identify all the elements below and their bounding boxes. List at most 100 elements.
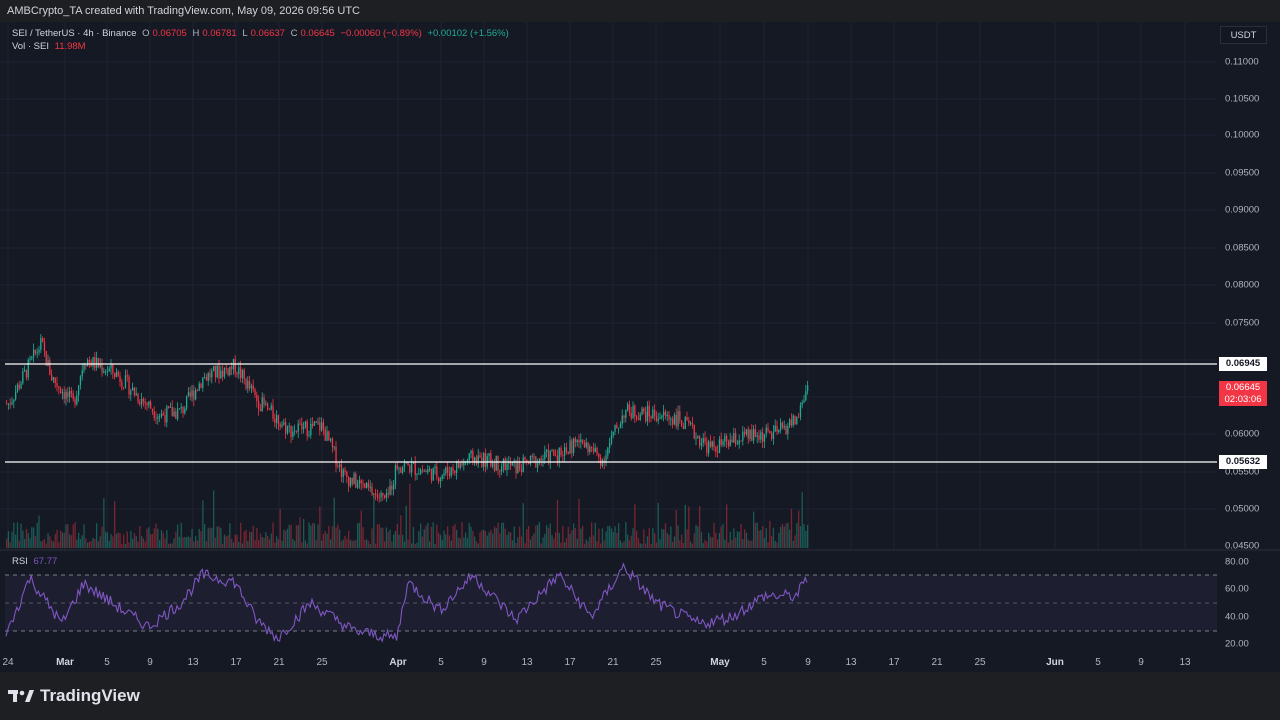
volume-bar	[25, 529, 28, 548]
volume-bar	[337, 524, 339, 548]
volume-bar	[454, 524, 456, 548]
candle-body	[754, 429, 757, 437]
candle-body	[517, 461, 519, 474]
volume-bar	[583, 543, 586, 548]
candle-body	[475, 457, 478, 465]
attribution-bar: AMBCrypto_TA created with TradingView.co…	[0, 0, 1280, 22]
candle-body	[515, 460, 517, 474]
volume-bar	[207, 528, 209, 548]
chart-area[interactable]: SEI / TetherUS · 4h · Binance O 0.06705 H…	[0, 22, 1280, 672]
candle-body	[33, 349, 35, 357]
volume-bar	[119, 533, 121, 548]
resistance-level-badge[interactable]: 0.06945	[1219, 357, 1267, 371]
candle-body	[668, 414, 670, 420]
candle-body	[486, 456, 488, 467]
volume-bar	[11, 531, 13, 548]
candle-body	[726, 435, 728, 442]
volume-bar	[231, 539, 233, 548]
candle-body	[693, 425, 695, 439]
volume-bar	[139, 526, 141, 548]
candle-body	[621, 415, 623, 425]
volume-bar	[754, 522, 757, 548]
volume-bar	[245, 529, 247, 548]
candle-body	[133, 387, 136, 396]
symbol-label[interactable]: SEI / TetherUS · 4h · Binance	[12, 28, 137, 39]
candle-body	[585, 442, 587, 448]
candle-body	[375, 493, 377, 495]
candle-body	[690, 423, 692, 424]
volume-bar	[542, 537, 544, 548]
volume-bar	[486, 535, 488, 548]
volume-bar	[544, 533, 546, 548]
candle-body	[358, 480, 361, 484]
volume-bar	[722, 523, 724, 548]
candle-body	[236, 372, 238, 375]
candle-body	[117, 371, 119, 376]
volume-bar	[522, 503, 524, 548]
candles	[6, 334, 809, 503]
candle-body	[153, 411, 155, 419]
candle-body	[646, 405, 649, 422]
volume-bar	[632, 528, 634, 548]
volume-bar	[724, 539, 726, 548]
candle-body	[67, 391, 69, 397]
volume-bar	[322, 533, 325, 548]
candle-body	[558, 447, 560, 462]
candle-body	[763, 434, 766, 442]
candle-body	[774, 425, 776, 432]
candle-body	[387, 493, 389, 495]
currency-button[interactable]: USDT	[1220, 26, 1267, 44]
candle-body	[162, 413, 164, 416]
volume-bar	[508, 531, 510, 548]
candle-body	[132, 387, 134, 391]
candle-body	[92, 357, 94, 367]
candle-body	[105, 371, 107, 373]
footer: TradingView	[0, 672, 1280, 720]
candle-body	[270, 405, 272, 410]
candle-body	[150, 401, 152, 409]
candle-body	[522, 457, 524, 472]
volume-bar	[141, 536, 143, 548]
candle-body	[655, 416, 658, 421]
candle-body	[209, 373, 211, 378]
volume-bar	[641, 543, 643, 548]
time-axis-label: Apr	[389, 657, 407, 668]
time-axis-label: 13	[521, 657, 533, 668]
candle-body	[729, 439, 731, 446]
candle-body	[313, 421, 316, 426]
rsi-legend[interactable]: RSI 67.77	[12, 556, 60, 567]
candle-body	[81, 370, 83, 377]
volume-bar	[492, 533, 494, 548]
rsi-label: RSI	[12, 556, 28, 567]
candle-body	[121, 381, 123, 388]
ohlc-legend[interactable]: SEI / TetherUS · 4h · Binance O 0.06705 H…	[12, 28, 512, 39]
candle-body	[286, 426, 289, 434]
volume-bar	[762, 526, 764, 548]
volume-bar	[123, 534, 125, 548]
candle-body	[9, 403, 11, 405]
rsi-line	[5, 562, 808, 644]
volume-bar	[36, 522, 38, 548]
candle-body	[664, 411, 667, 416]
volume-bar	[792, 540, 794, 548]
time-axis-label: 24	[2, 657, 14, 668]
tradingview-logo[interactable]: TradingView	[8, 686, 140, 706]
candle-body	[45, 351, 47, 366]
price-tick: 0.11000	[1225, 56, 1259, 68]
time-axis-label: Jun	[1046, 657, 1064, 668]
volume-legend[interactable]: Vol · SEI 11.98M	[12, 41, 89, 52]
volume-bar	[191, 528, 193, 548]
candle-body	[155, 418, 157, 419]
candle-body	[18, 384, 20, 389]
volume-bar	[727, 542, 730, 548]
volume-bar	[515, 542, 517, 548]
candle-body	[200, 383, 202, 388]
candle-body	[135, 393, 137, 396]
candle-body	[663, 411, 665, 416]
volume-bar	[796, 523, 798, 548]
support-level-badge[interactable]: 0.05632	[1219, 455, 1267, 469]
volume-bar	[256, 527, 258, 548]
candle-body	[245, 378, 247, 389]
price-chart-canvas[interactable]	[0, 22, 1280, 672]
volume-bar	[108, 540, 110, 548]
